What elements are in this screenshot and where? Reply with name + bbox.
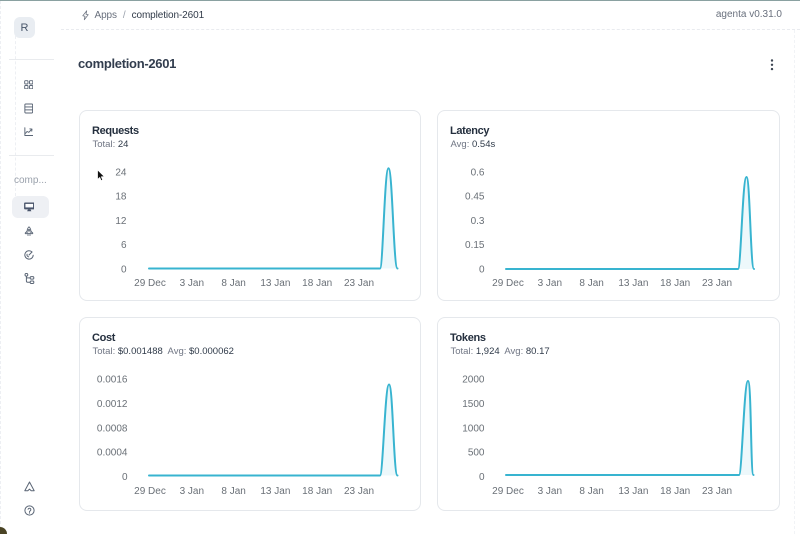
svg-text:0: 0	[121, 265, 127, 276]
svg-text:0.3: 0.3	[471, 216, 485, 227]
svg-text:8 Jan: 8 Jan	[221, 486, 245, 497]
svg-text:29 Dec: 29 Dec	[492, 486, 524, 497]
svg-text:18 Jan: 18 Jan	[302, 486, 332, 497]
svg-text:3 Jan: 3 Jan	[180, 486, 204, 497]
svg-text:0.45: 0.45	[465, 192, 485, 203]
svg-text:0.0012: 0.0012	[97, 399, 128, 410]
svg-text:23 Jan: 23 Jan	[344, 486, 374, 497]
svg-text:18 Jan: 18 Jan	[660, 486, 690, 497]
svg-text:23 Jan: 23 Jan	[344, 278, 374, 289]
svg-text:3 Jan: 3 Jan	[180, 278, 204, 289]
svg-text:0: 0	[479, 265, 485, 276]
svg-text:3 Jan: 3 Jan	[538, 278, 562, 289]
svg-text:13 Jan: 13 Jan	[260, 278, 290, 289]
svg-text:8 Jan: 8 Jan	[579, 278, 603, 289]
svg-text:0.15: 0.15	[465, 240, 485, 251]
svg-text:18 Jan: 18 Jan	[302, 278, 332, 289]
svg-text:0.0008: 0.0008	[97, 423, 128, 434]
svg-text:29 Dec: 29 Dec	[134, 278, 166, 289]
svg-text:1000: 1000	[462, 423, 485, 434]
svg-text:13 Jan: 13 Jan	[618, 486, 648, 497]
svg-text:2000: 2000	[462, 375, 485, 386]
svg-text:29 Dec: 29 Dec	[134, 486, 166, 497]
svg-text:13 Jan: 13 Jan	[618, 278, 648, 289]
svg-text:8 Jan: 8 Jan	[221, 278, 245, 289]
svg-text:1500: 1500	[462, 399, 485, 410]
svg-text:0.6: 0.6	[471, 167, 485, 178]
svg-text:8 Jan: 8 Jan	[579, 486, 603, 497]
svg-text:0.0016: 0.0016	[97, 375, 128, 386]
svg-text:0: 0	[479, 472, 485, 483]
svg-text:29 Dec: 29 Dec	[492, 278, 524, 289]
svg-text:18: 18	[115, 192, 127, 203]
svg-text:23 Jan: 23 Jan	[702, 486, 732, 497]
svg-text:0.0004: 0.0004	[97, 448, 128, 459]
svg-text:0: 0	[122, 472, 128, 483]
svg-text:24: 24	[115, 167, 127, 178]
svg-text:23 Jan: 23 Jan	[702, 278, 732, 289]
svg-text:3 Jan: 3 Jan	[538, 486, 562, 497]
svg-text:500: 500	[468, 448, 485, 459]
svg-text:13 Jan: 13 Jan	[260, 486, 290, 497]
svg-text:6: 6	[121, 240, 127, 251]
svg-text:18 Jan: 18 Jan	[660, 278, 690, 289]
svg-text:12: 12	[115, 216, 127, 227]
